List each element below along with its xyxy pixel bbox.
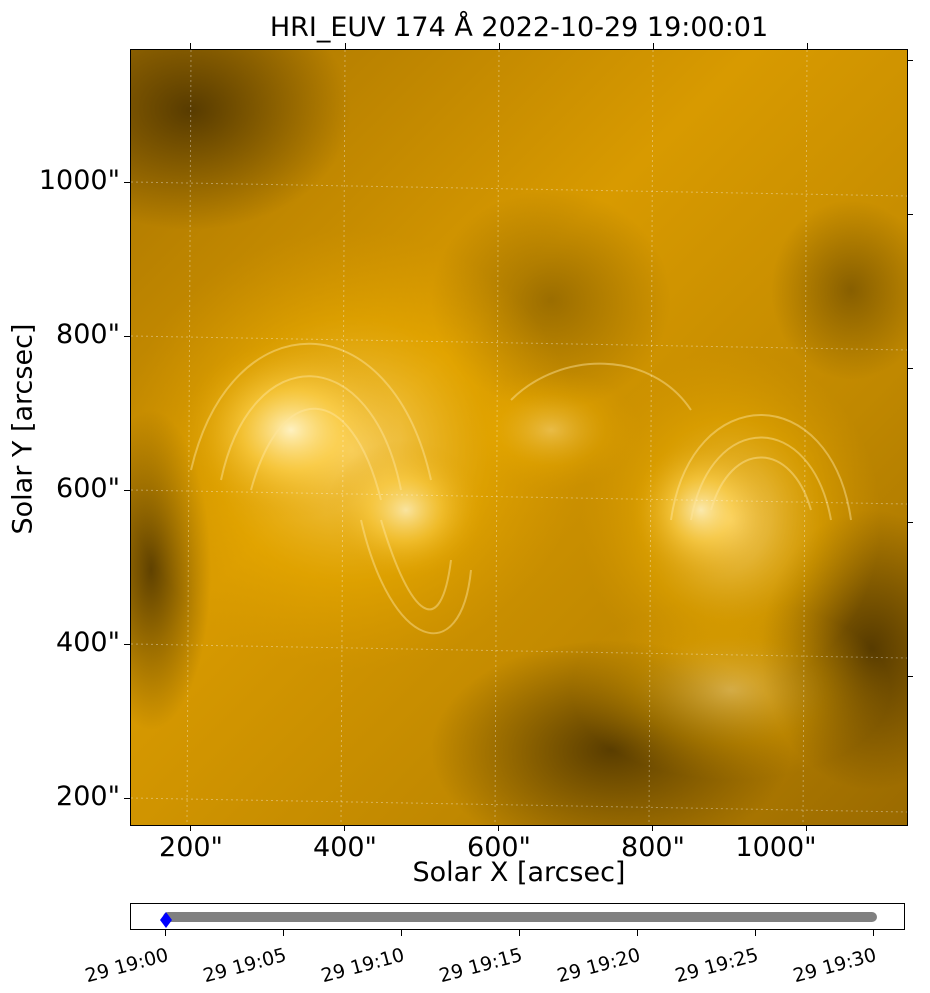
timeline-tick-label: 29 19:30 [790, 944, 879, 988]
left-tick-mark [124, 798, 130, 799]
timeline-tick-label: 29 19:15 [436, 944, 525, 988]
timeline-tick-mark [637, 930, 638, 936]
timeline-tick-mark [519, 930, 520, 936]
bottom-tick-mark [806, 825, 807, 831]
right-tick-mark [907, 522, 913, 523]
x-tick-label: 600" [467, 832, 531, 863]
y-tick-label: 200" [56, 781, 120, 812]
left-tick-mark [124, 490, 130, 491]
timeline-panel[interactable] [130, 903, 905, 930]
timeline-tick-mark [873, 930, 874, 936]
x-tick-label: 400" [313, 832, 377, 863]
timeline-tick-label: 29 19:10 [318, 944, 407, 988]
solar-image [130, 49, 908, 826]
timeline-tick-label: 29 19:20 [554, 944, 643, 988]
top-tick-mark [499, 43, 500, 49]
x-tick-label: 200" [159, 832, 223, 863]
timeline-tick-label: 29 19:25 [672, 944, 761, 988]
left-tick-mark [124, 336, 130, 337]
left-tick-mark [124, 644, 130, 645]
top-tick-mark [345, 43, 346, 49]
solar-image-svg [131, 50, 907, 825]
y-tick-label: 600" [56, 473, 120, 504]
right-tick-mark [907, 214, 913, 215]
bottom-tick-mark [190, 825, 191, 831]
bottom-tick-mark [652, 825, 653, 831]
diamond-marker-icon[interactable] [160, 912, 172, 928]
y-tick-label: 1000" [38, 165, 120, 196]
top-tick-mark [653, 43, 654, 49]
x-tick-label: 800" [621, 832, 685, 863]
y-tick-label: 800" [56, 319, 120, 350]
y-tick-label: 400" [56, 627, 120, 658]
left-tick-mark [124, 182, 130, 183]
bottom-tick-mark [498, 825, 499, 831]
timeline-tick-mark [755, 930, 756, 936]
timeline-tick-label: 29 19:00 [82, 944, 171, 988]
top-tick-mark [190, 43, 191, 49]
bottom-tick-mark [344, 825, 345, 831]
plot-title: HRI_EUV 174 Å 2022-10-29 19:00:01 [269, 12, 769, 43]
timeline-tick-label: 29 19:05 [200, 944, 289, 988]
timeline-tick-mark [283, 930, 284, 936]
right-tick-mark [907, 368, 913, 369]
top-tick-mark [807, 43, 808, 49]
x-tick-label: 1000" [735, 832, 817, 863]
timeline-tick-mark [165, 930, 166, 936]
right-tick-mark [907, 676, 913, 677]
timeline-tick-mark [401, 930, 402, 936]
y-axis-label: Solar Y [arcsec] [7, 323, 39, 535]
timeline-track[interactable] [163, 912, 877, 922]
right-tick-mark [907, 60, 913, 61]
x-axis-label: Solar X [arcsec] [412, 857, 626, 888]
